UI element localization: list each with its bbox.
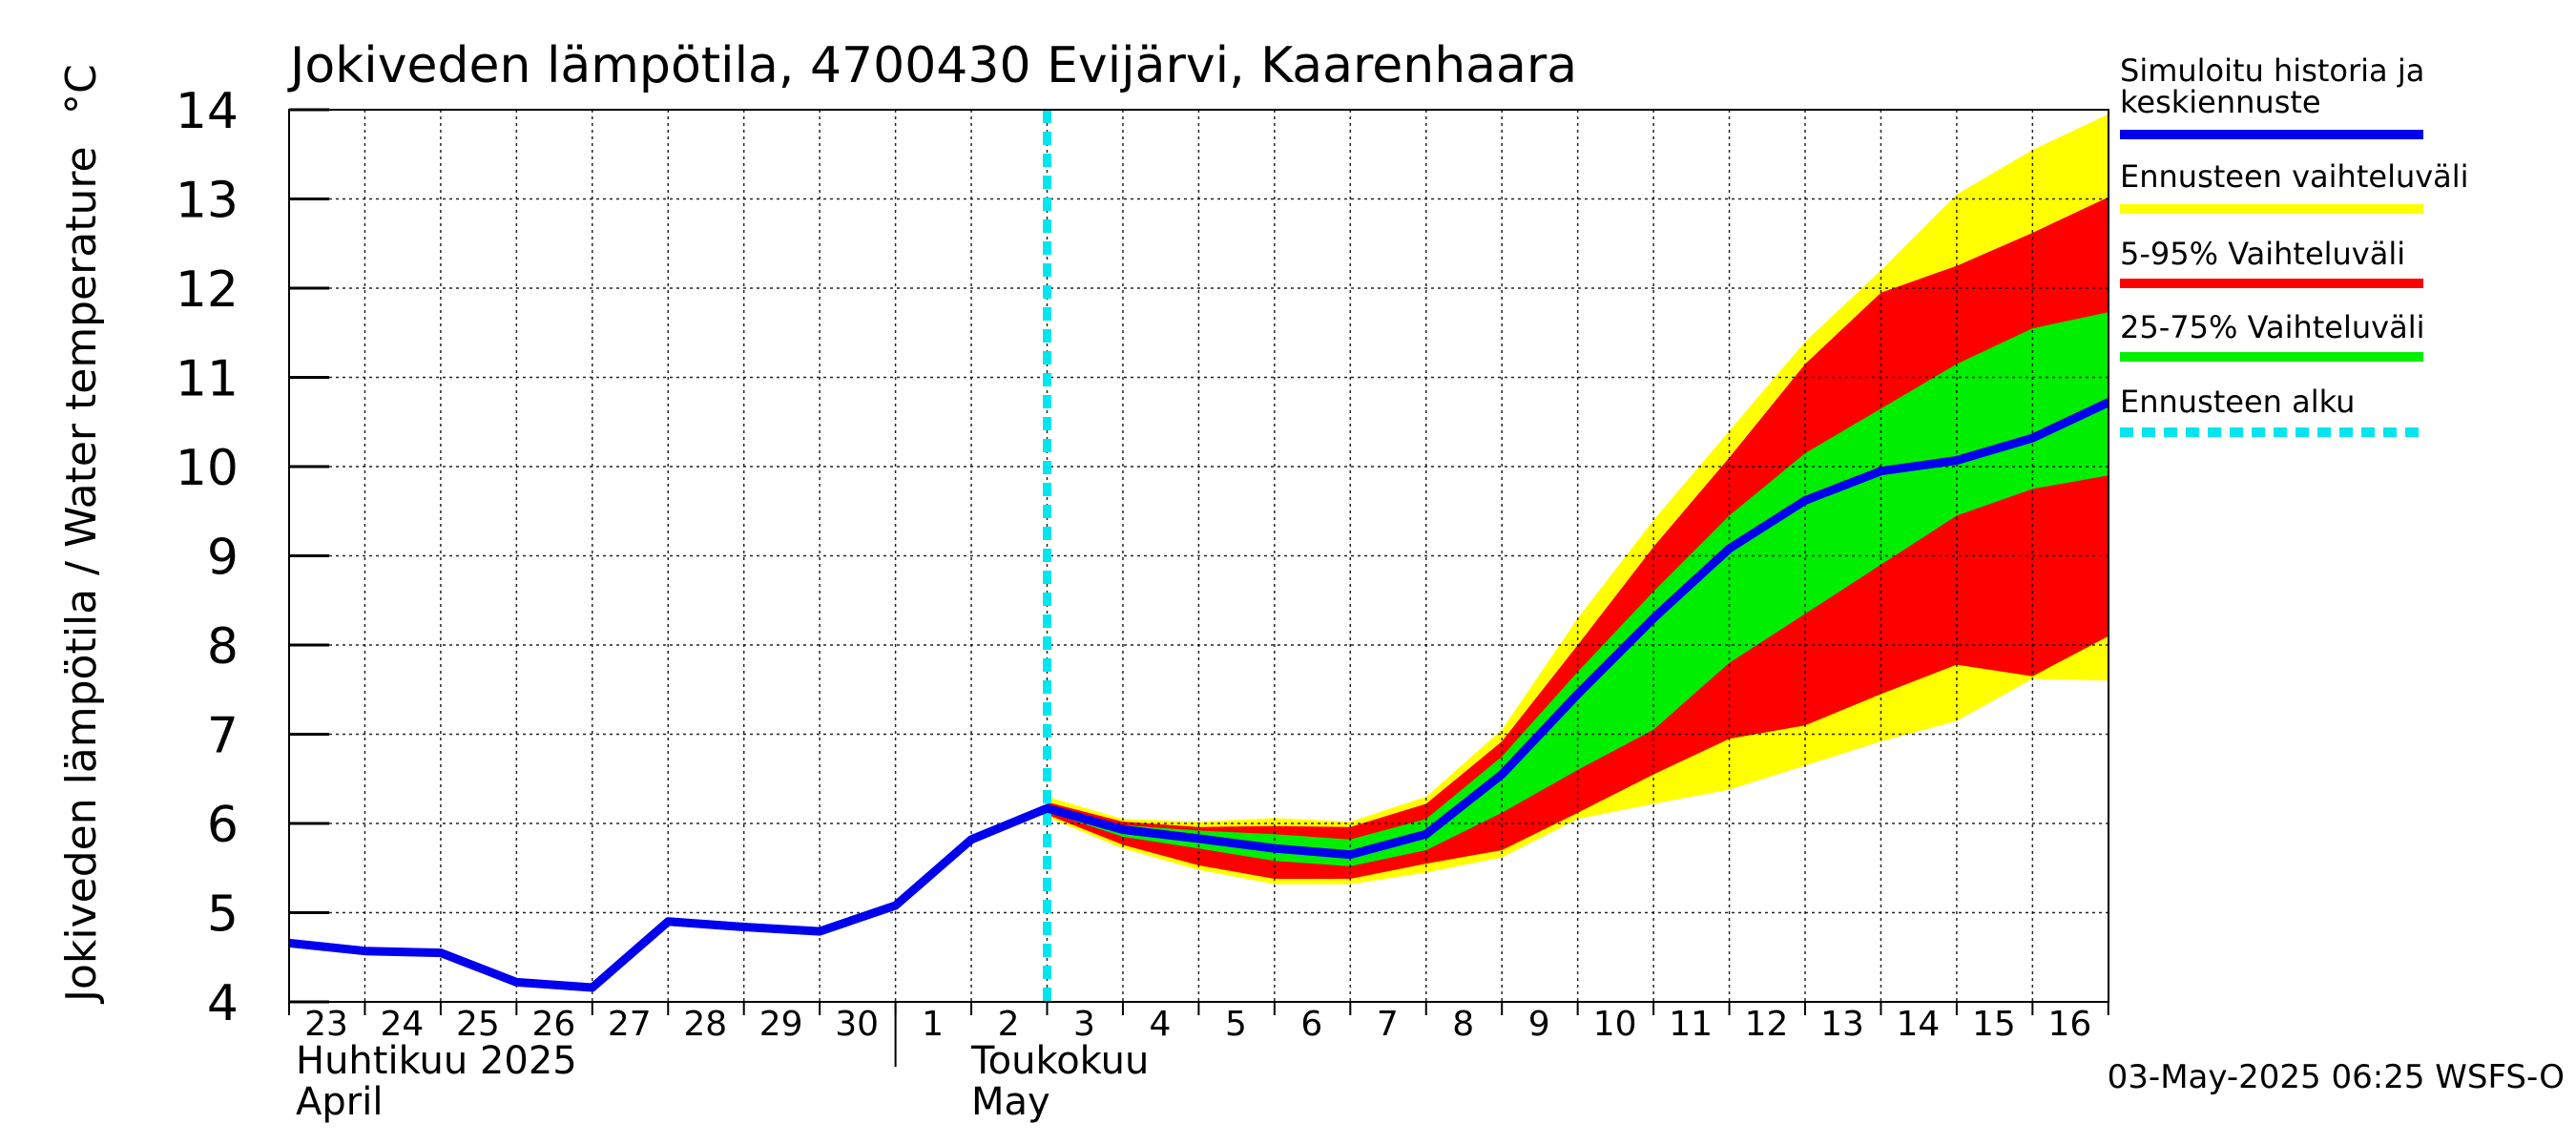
x-ticks: 23 24 25 26 27 28 29 30 1 2 3 4 5 6 7 8 9 10 11 12 13 14 15 16 <box>288 1002 2109 1067</box>
band-5-95 <box>1047 197 2109 880</box>
x-tick-label: 15 <box>1972 1005 2016 1044</box>
x-tick-label: 29 <box>759 1005 803 1044</box>
y-tick-label: 10 <box>176 440 239 497</box>
legend-label: Ennusteen alku <box>2120 384 2355 420</box>
x-tick-label: 12 <box>1745 1005 1789 1044</box>
x-tick-label: 28 <box>683 1005 727 1044</box>
y-tick-label: 6 <box>207 797 239 854</box>
x-tick-label: 26 <box>531 1005 575 1044</box>
month-label-may-en: May <box>971 1080 1050 1124</box>
lines <box>289 110 2109 1002</box>
chart-title: Jokiveden lämpötila, 4700430 Evijärvi, K… <box>287 37 1577 94</box>
x-tick-label: 4 <box>1149 1005 1171 1044</box>
legend-label: Simuloitu historia ja <box>2120 52 2424 89</box>
history-median-line <box>289 398 2109 992</box>
y-tick-label: 13 <box>176 173 239 230</box>
legend-label: 25-75% Vaihteluväli <box>2120 309 2424 345</box>
y-axis-unit: °C <box>57 64 106 114</box>
x-tick-label: 27 <box>608 1005 652 1044</box>
legend-label: 5-95% Vaihteluväli <box>2120 236 2405 272</box>
y-tick-label: 8 <box>207 618 239 676</box>
footer-timestamp: 03-May-2025 06:25 WSFS-O <box>2108 1058 2565 1096</box>
x-tick-label: 2 <box>998 1005 1020 1044</box>
legend-label: Ennusteen vaihteluväli <box>2120 158 2469 195</box>
month-label-may-fi: Toukokuu <box>970 1039 1149 1083</box>
y-tick-label: 12 <box>176 261 239 319</box>
y-tick-label: 7 <box>207 708 239 765</box>
x-tick-label: 23 <box>304 1005 348 1044</box>
band-25-75 <box>1047 312 2109 866</box>
x-tick-label: 25 <box>456 1005 500 1044</box>
y-ticks: 4 5 6 7 8 9 10 11 12 13 14 <box>176 83 329 1032</box>
x-tick-label: 1 <box>922 1005 944 1044</box>
y-tick-label: 14 <box>176 83 239 140</box>
x-tick-label: 3 <box>1073 1005 1095 1044</box>
y-tick-label: 4 <box>207 975 239 1032</box>
month-label-april-fi: Huhtikuu 2025 <box>296 1039 577 1083</box>
x-tick-label: 10 <box>1593 1005 1637 1044</box>
month-label-april-en: April <box>296 1080 383 1124</box>
y-tick-label: 5 <box>207 886 239 944</box>
x-tick-label: 6 <box>1300 1005 1322 1044</box>
x-tick-label: 7 <box>1377 1005 1399 1044</box>
y-tick-label: 11 <box>176 351 239 408</box>
x-tick-label: 9 <box>1528 1005 1550 1044</box>
x-tick-label: 5 <box>1225 1005 1247 1044</box>
x-tick-label: 11 <box>1669 1005 1713 1044</box>
x-tick-label: 13 <box>1820 1005 1864 1044</box>
x-tick-label: 16 <box>2047 1005 2091 1044</box>
legend-label: keskiennuste <box>2120 84 2321 120</box>
x-tick-label: 8 <box>1452 1005 1474 1044</box>
x-tick-label: 14 <box>1897 1005 1941 1044</box>
x-tick-label: 30 <box>835 1005 879 1044</box>
y-axis-label: Jokiveden lämpötila / Water temperature <box>57 146 106 1005</box>
forecast-bands <box>1047 114 2109 885</box>
x-tick-label: 24 <box>381 1005 425 1044</box>
y-tick-label: 9 <box>207 530 239 587</box>
